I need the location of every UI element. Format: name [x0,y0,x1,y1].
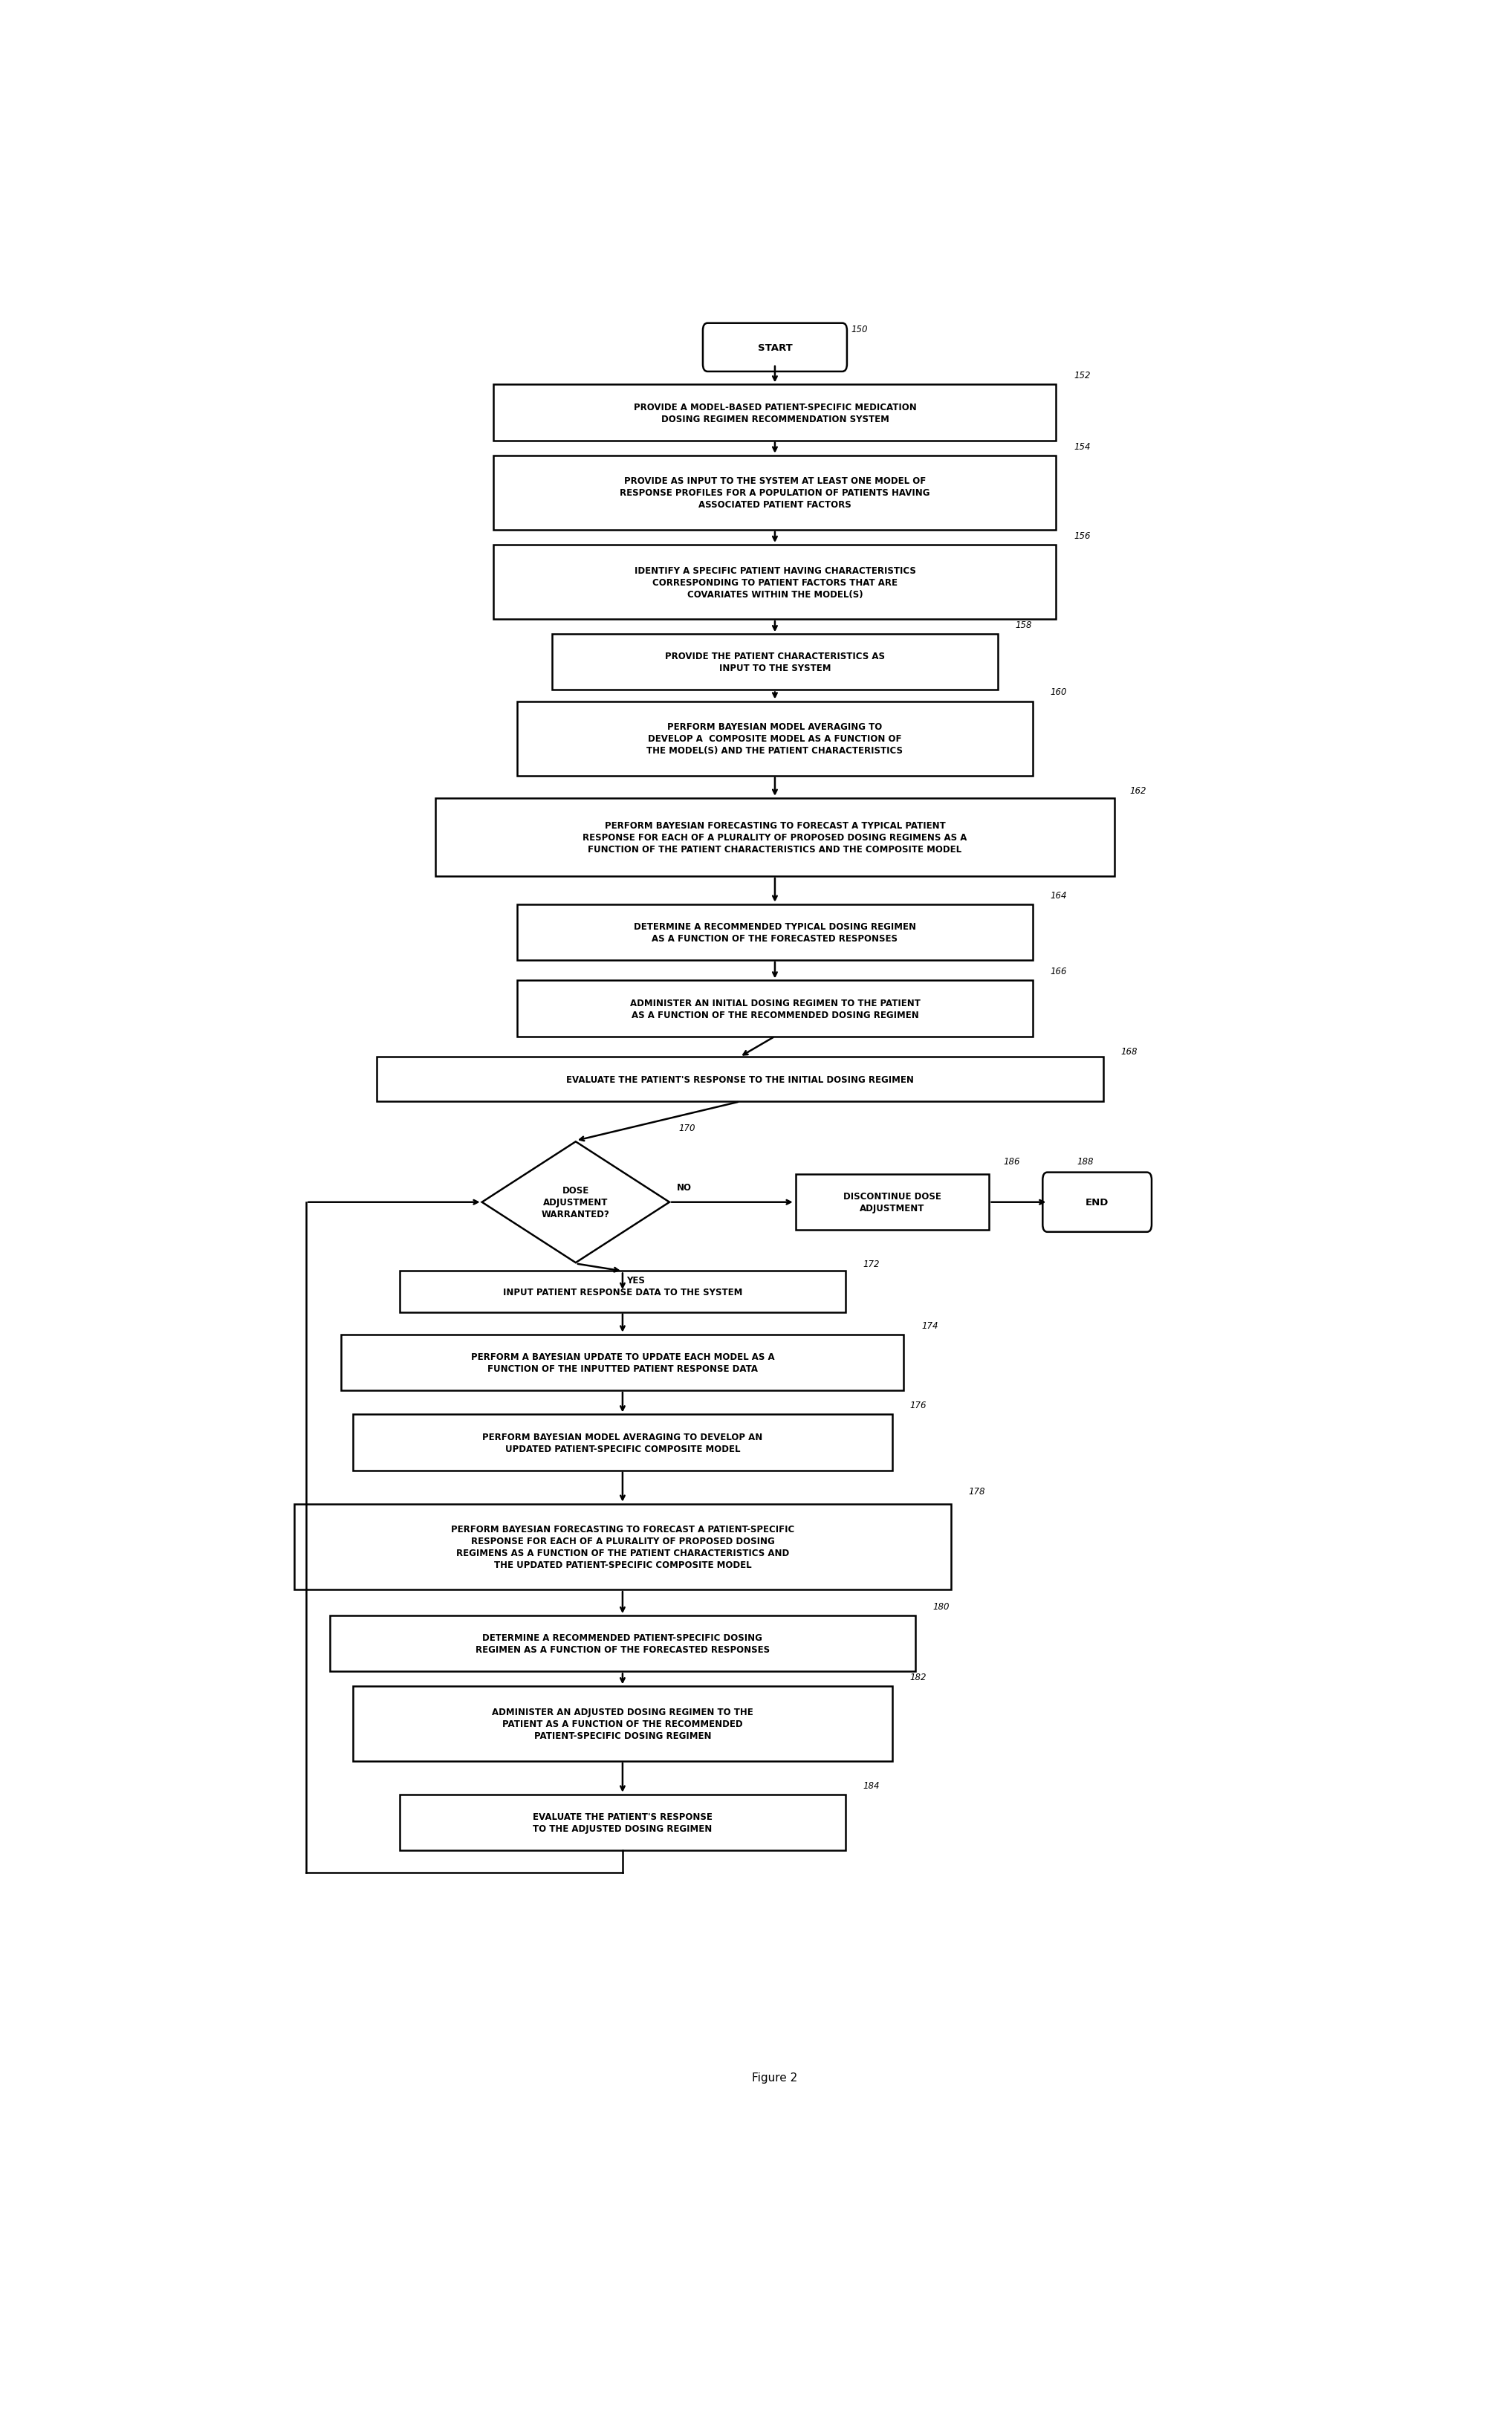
Text: ADMINISTER AN ADJUSTED DOSING REGIMEN TO THE
PATIENT AS A FUNCTION OF THE RECOMM: ADMINISTER AN ADJUSTED DOSING REGIMEN TO… [491,1707,753,1741]
FancyBboxPatch shape [295,1504,951,1589]
Text: 160: 160 [1051,687,1067,696]
Text: 150: 150 [851,324,868,334]
Text: PERFORM BAYESIAN FORECASTING TO FORECAST A PATIENT-SPECIFIC
RESPONSE FOR EACH OF: PERFORM BAYESIAN FORECASTING TO FORECAST… [451,1523,794,1569]
Text: 164: 164 [1051,890,1067,899]
FancyBboxPatch shape [354,1415,892,1470]
Text: 152: 152 [1074,370,1090,380]
FancyBboxPatch shape [552,634,998,692]
Text: DETERMINE A RECOMMENDED PATIENT-SPECIFIC DOSING
REGIMEN AS A FUNCTION OF THE FOR: DETERMINE A RECOMMENDED PATIENT-SPECIFIC… [475,1632,770,1654]
Text: DOSE
ADJUSTMENT
WARRANTED?: DOSE ADJUSTMENT WARRANTED? [541,1185,609,1219]
FancyBboxPatch shape [1043,1173,1152,1233]
Text: 154: 154 [1074,442,1090,452]
Text: 162: 162 [1129,786,1146,796]
Text: ADMINISTER AN INITIAL DOSING REGIMEN TO THE PATIENT
AS A FUNCTION OF THE RECOMME: ADMINISTER AN INITIAL DOSING REGIMEN TO … [629,999,921,1020]
Text: Figure 2: Figure 2 [751,2072,798,2084]
FancyBboxPatch shape [354,1688,892,1760]
Text: 172: 172 [863,1260,880,1269]
Text: EVALUATE THE PATIENT'S RESPONSE TO THE INITIAL DOSING REGIMEN: EVALUATE THE PATIENT'S RESPONSE TO THE I… [565,1074,913,1083]
Text: PROVIDE A MODEL-BASED PATIENT-SPECIFIC MEDICATION
DOSING REGIMEN RECOMMENDATION : PROVIDE A MODEL-BASED PATIENT-SPECIFIC M… [634,401,916,423]
Text: IDENTIFY A SPECIFIC PATIENT HAVING CHARACTERISTICS
CORRESPONDING TO PATIENT FACT: IDENTIFY A SPECIFIC PATIENT HAVING CHARA… [634,566,916,600]
Text: 168: 168 [1120,1047,1137,1057]
FancyBboxPatch shape [517,701,1033,776]
FancyBboxPatch shape [494,457,1057,530]
FancyBboxPatch shape [435,798,1114,878]
FancyBboxPatch shape [703,324,847,372]
Text: DISCONTINUE DOSE
ADJUSTMENT: DISCONTINUE DOSE ADJUSTMENT [844,1192,940,1214]
Text: 170: 170 [679,1124,696,1132]
Text: NO: NO [676,1182,691,1192]
Text: EVALUATE THE PATIENT'S RESPONSE
TO THE ADJUSTED DOSING REGIMEN: EVALUATE THE PATIENT'S RESPONSE TO THE A… [532,1811,712,1833]
Text: DETERMINE A RECOMMENDED TYPICAL DOSING REGIMEN
AS A FUNCTION OF THE FORECASTED R: DETERMINE A RECOMMENDED TYPICAL DOSING R… [634,921,916,943]
Text: 176: 176 [910,1400,927,1410]
Text: INPUT PATIENT RESPONSE DATA TO THE SYSTEM: INPUT PATIENT RESPONSE DATA TO THE SYSTE… [503,1286,742,1296]
Text: PROVIDE AS INPUT TO THE SYSTEM AT LEAST ONE MODEL OF
RESPONSE PROFILES FOR A POP: PROVIDE AS INPUT TO THE SYSTEM AT LEAST … [620,476,930,510]
Text: 156: 156 [1074,532,1090,542]
FancyBboxPatch shape [342,1335,904,1390]
Text: 184: 184 [863,1780,880,1789]
FancyBboxPatch shape [517,982,1033,1037]
Text: END: END [1086,1197,1108,1207]
FancyBboxPatch shape [494,384,1057,440]
Text: 178: 178 [968,1487,984,1497]
Text: 186: 186 [1004,1156,1021,1165]
Text: 180: 180 [933,1601,950,1610]
Text: PERFORM BAYESIAN MODEL AVERAGING TO DEVELOP AN
UPDATED PATIENT-SPECIFIC COMPOSIT: PERFORM BAYESIAN MODEL AVERAGING TO DEVE… [482,1431,762,1453]
Text: PERFORM A BAYESIAN UPDATE TO UPDATE EACH MODEL AS A
FUNCTION OF THE INPUTTED PAT: PERFORM A BAYESIAN UPDATE TO UPDATE EACH… [470,1352,774,1373]
FancyBboxPatch shape [330,1615,916,1671]
Text: PERFORM BAYESIAN MODEL AVERAGING TO
DEVELOP A  COMPOSITE MODEL AS A FUNCTION OF
: PERFORM BAYESIAN MODEL AVERAGING TO DEVE… [647,723,903,754]
Text: START: START [758,343,792,353]
FancyBboxPatch shape [399,1272,845,1313]
Polygon shape [482,1141,670,1262]
FancyBboxPatch shape [376,1057,1104,1103]
Text: 174: 174 [921,1320,937,1330]
FancyBboxPatch shape [399,1794,845,1850]
Text: 182: 182 [910,1673,927,1683]
Text: PROVIDE THE PATIENT CHARACTERISTICS AS
INPUT TO THE SYSTEM: PROVIDE THE PATIENT CHARACTERISTICS AS I… [665,653,885,672]
Text: 188: 188 [1077,1156,1093,1165]
Text: YES: YES [626,1277,644,1286]
Text: 158: 158 [1015,621,1031,631]
FancyBboxPatch shape [494,544,1057,619]
Text: 166: 166 [1051,967,1067,977]
FancyBboxPatch shape [517,904,1033,960]
Text: PERFORM BAYESIAN FORECASTING TO FORECAST A TYPICAL PATIENT
RESPONSE FOR EACH OF : PERFORM BAYESIAN FORECASTING TO FORECAST… [582,820,968,854]
FancyBboxPatch shape [795,1175,989,1231]
